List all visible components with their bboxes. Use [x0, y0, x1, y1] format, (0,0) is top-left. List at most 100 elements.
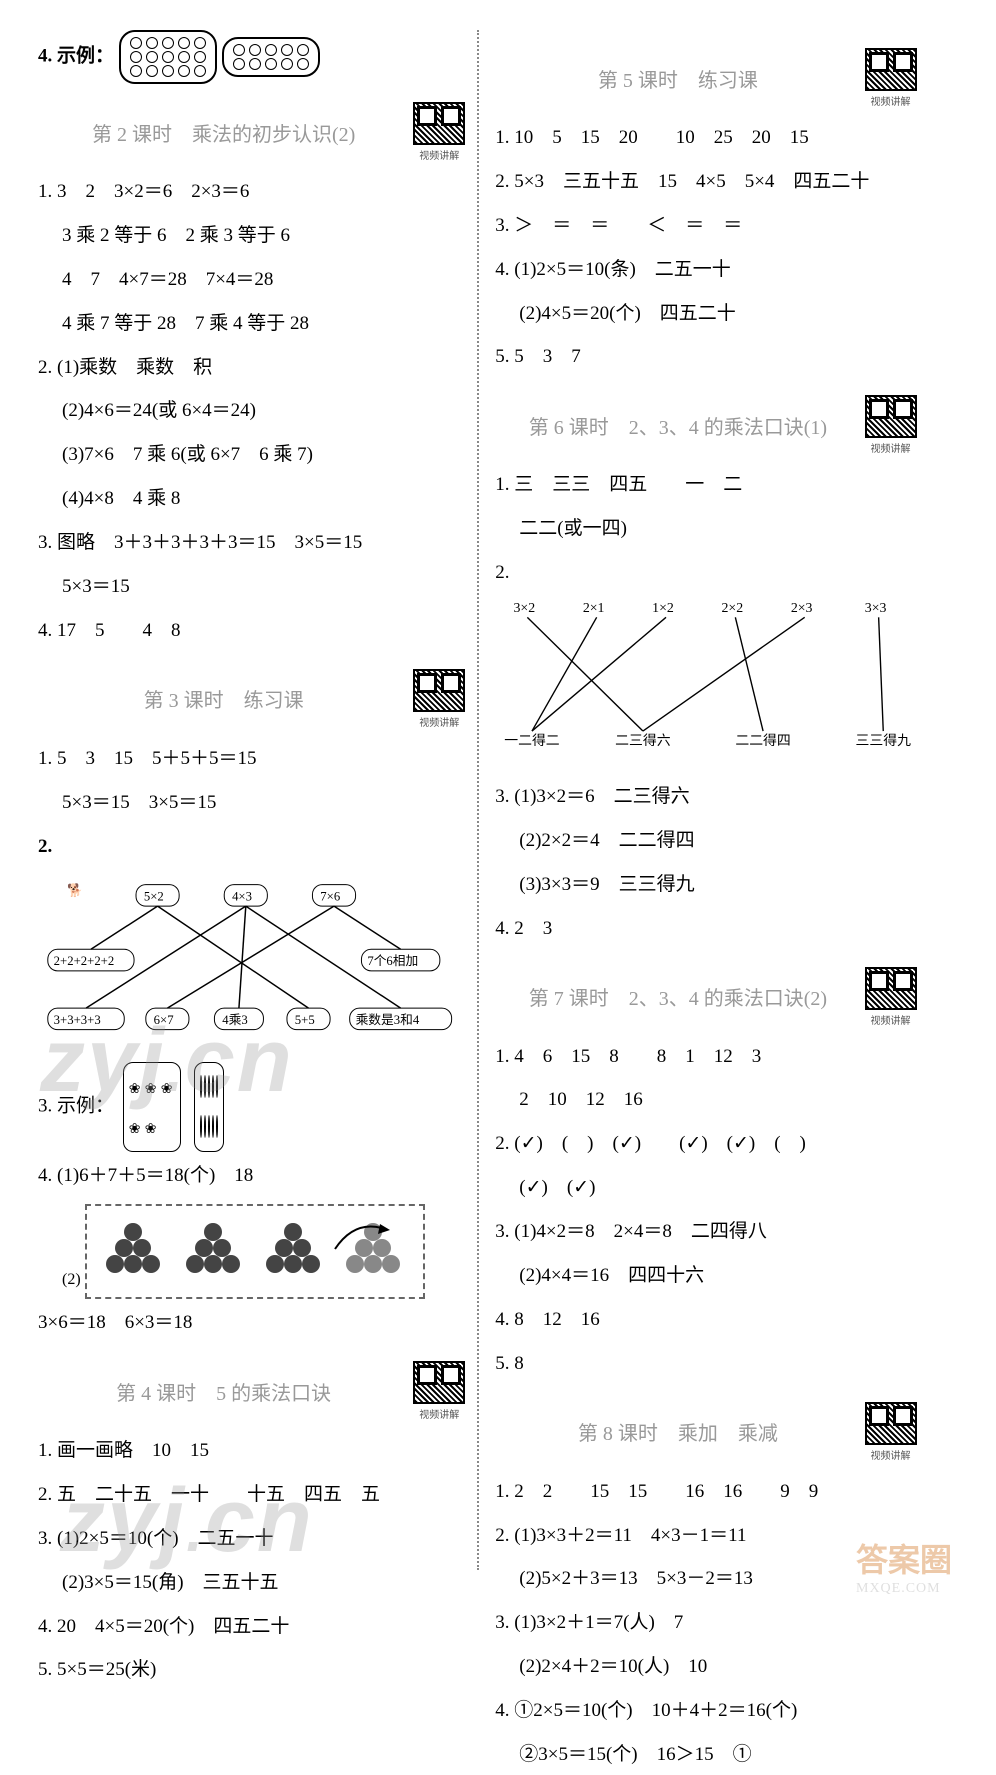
s2-header: 第 2 课时 乘法的初步认识(2) 视频讲解 — [38, 102, 469, 162]
s3-q4-l1: 4. (1)6＋7＋5＝18(个) 18 — [38, 1156, 469, 1196]
svg-text:乘数是3和4: 乘数是3和4 — [356, 1013, 420, 1027]
s7-q1-l1: 1. 4 6 15 8 8 1 12 3 — [495, 1037, 920, 1077]
q4-top: 4. 示例： — [38, 30, 469, 84]
s6-q2-label: 2. — [495, 562, 509, 583]
s7-header: 第 7 课时 2、3、4 的乘法口诀(2) 视频讲解 — [495, 967, 920, 1027]
left-column: 4. 示例： 第 2 课时 乘法的初步认识(2) 视频讲解 1. 3 2 3×2… — [30, 30, 479, 1570]
svg-text:2×3: 2×3 — [791, 600, 813, 615]
qr-icon: 视频讲解 — [861, 967, 921, 1027]
s3-q1-l2: 5×3＝15 3×5＝15 — [38, 783, 469, 823]
s4-q3-l2: (2)3×5＝15(角) 三五十五 — [38, 1563, 469, 1603]
svg-text:二二得四: 二二得四 — [736, 732, 791, 748]
s2-q2-l1: 2. (1)乘数 乘数 积 — [38, 348, 469, 388]
s2-q2-l4: (4)4×8 4 乘 8 — [38, 479, 469, 519]
s5-q3: 3. ＞ ＝ ＝ ＜ ＝ ＝ — [495, 206, 920, 246]
s3-q3-label: 3. 示例： — [38, 1096, 114, 1117]
q4-label: 4. 示例： — [38, 45, 114, 66]
s3-q2-label: 2. — [38, 836, 52, 857]
s4-q2: 2. 五 二十五 一十 十五 四五 五 — [38, 1475, 469, 1515]
s6-q3-l1: 3. (1)3×2＝6 二三得六 — [495, 777, 920, 817]
svg-text:2+2+2+2+2: 2+2+2+2+2 — [54, 954, 115, 968]
s3-q1-l1: 1. 5 3 15 5＋5＋5＝15 — [38, 739, 469, 779]
flower-group-1 — [123, 1062, 181, 1152]
svg-text:6×7: 6×7 — [154, 1013, 174, 1027]
s5-q4-l2: (2)4×5＝20(个) 四五二十 — [495, 294, 920, 334]
circle-group-2 — [222, 37, 320, 77]
qr-icon: 视频讲解 — [861, 395, 921, 455]
svg-text:5+5: 5+5 — [295, 1013, 315, 1027]
s2-q3-l2: 5×3＝15 — [38, 567, 469, 607]
s8-q4-l2: ②3×5＝15(个) 16＞15 ① — [495, 1735, 920, 1775]
svg-text:7×6: 7×6 — [320, 890, 340, 904]
svg-text:一二得二: 一二得二 — [505, 732, 561, 748]
s4-header: 第 4 课时 5 的乘法口诀 视频讲解 — [38, 1361, 469, 1421]
svg-text:1×2: 1×2 — [652, 600, 674, 615]
qr-icon: 视频讲解 — [409, 669, 469, 729]
s8-title: 第 8 课时 乘加 乘减 — [495, 1417, 860, 1446]
corner-watermark: 答案圈 MXQE.COM — [856, 1535, 976, 1585]
s7-q2-l2: (✓) (✓) — [495, 1168, 920, 1208]
s7-q3-l2: (2)4×4＝16 四四十六 — [495, 1256, 920, 1296]
s6-q3-l2: (2)2×2＝4 二二得四 — [495, 821, 920, 861]
s3-q3: 3. 示例： — [38, 1062, 469, 1152]
s6-q2: 2. — [495, 553, 920, 593]
s7-q1-l2: 2 10 12 16 — [495, 1080, 920, 1120]
svg-text:2×2: 2×2 — [722, 600, 744, 615]
s2-q3-l1: 3. 图略 3＋3＋3＋3＋3＝15 3×5＝15 — [38, 523, 469, 563]
s4-title: 第 4 课时 5 的乘法口诀 — [38, 1377, 409, 1406]
s5-header: 第 5 课时 练习课 视频讲解 — [495, 48, 920, 108]
s7-q2-l1: 2. (✓) ( ) (✓) (✓) (✓) ( ) — [495, 1124, 920, 1164]
s5-q1: 1. 10 5 15 20 10 25 20 15 — [495, 118, 920, 158]
s5-q4-l1: 4. (1)2×5＝10(条) 二五一十 — [495, 250, 920, 290]
s7-q4: 4. 8 12 16 — [495, 1300, 920, 1340]
svg-text:4×3: 4×3 — [232, 890, 252, 904]
s8-header: 第 8 课时 乘加 乘减 视频讲解 — [495, 1402, 920, 1462]
s6-q4: 4. 2 3 — [495, 909, 920, 949]
s6-q1-l1: 1. 三 三三 四五 一 二 — [495, 465, 920, 505]
s7-q3-l1: 3. (1)4×2＝8 2×4＝8 二四得八 — [495, 1212, 920, 1252]
svg-text:3×2: 3×2 — [514, 600, 536, 615]
flower-group-2 — [194, 1062, 224, 1152]
s8-q4-l1: 4. ①2×5＝10(个) 10＋4＋2＝16(个) — [495, 1691, 920, 1731]
fruit-diagram — [85, 1204, 425, 1299]
s4-q4: 4. 20 4×5＝20(个) 四五二十 — [38, 1607, 469, 1647]
s6-q1-l2: 二二(或一四) — [495, 509, 920, 549]
svg-text:3+3+3+3: 3+3+3+3 — [54, 1013, 101, 1027]
s6-title: 第 6 课时 2、3、4 的乘法口诀(1) — [495, 411, 860, 440]
s2-q1-l2: 3 乘 2 等于 6 2 乘 3 等于 6 — [38, 216, 469, 256]
svg-text:7个6相加: 7个6相加 — [367, 954, 418, 968]
s8-q3-l2: (2)2×4＋2＝10(人) 10 — [495, 1647, 920, 1687]
s2-q2-l3: (3)7×6 7 乘 6(或 6×7 6 乘 7) — [38, 435, 469, 475]
qr-icon: 视频讲解 — [861, 1402, 921, 1462]
svg-text:2×1: 2×1 — [583, 600, 605, 615]
s2-q1-l1: 1. 3 2 3×2＝6 2×3＝6 — [38, 172, 469, 212]
s4-q5: 5. 5×5＝25(米) — [38, 1650, 469, 1690]
s2-q1-l3: 4 7 4×7＝28 7×4＝28 — [38, 260, 469, 300]
svg-text:5×2: 5×2 — [144, 890, 164, 904]
cross-matching-diagram: 3×2 2×1 1×2 2×2 2×3 3×3 一二得二 二三得六 二二得四 三… — [495, 597, 920, 777]
qr-icon: 视频讲解 — [409, 102, 469, 162]
s6-header: 第 6 课时 2、3、4 的乘法口诀(1) 视频讲解 — [495, 395, 920, 455]
s3-q2: 2. — [38, 827, 469, 867]
qr-icon: 视频讲解 — [861, 48, 921, 108]
svg-text:🐕: 🐕 — [67, 883, 83, 898]
svg-text:二三得六: 二三得六 — [615, 732, 671, 748]
s7-title: 第 7 课时 2、3、4 的乘法口诀(2) — [495, 982, 860, 1011]
svg-text:4乘3: 4乘3 — [222, 1013, 247, 1027]
s2-q2-l2: (2)4×6＝24(或 6×4＝24) — [38, 391, 469, 431]
s8-q3-l1: 3. (1)3×2＋1＝7(人) 7 — [495, 1603, 920, 1643]
s3-q4-l2: (2) — [38, 1200, 469, 1303]
s4-q3-l1: 3. (1)2×5＝10(个) 二五一十 — [38, 1519, 469, 1559]
s6-q3-l3: (3)3×3＝9 三三得九 — [495, 865, 920, 905]
s4-q1: 1. 画一画略 10 15 — [38, 1431, 469, 1471]
s3-header: 第 3 课时 练习课 视频讲解 — [38, 669, 469, 729]
s2-title: 第 2 课时 乘法的初步认识(2) — [38, 118, 409, 147]
s3-q4-l3: 3×6＝18 6×3＝18 — [38, 1303, 469, 1343]
s5-q5: 5. 5 3 7 — [495, 337, 920, 377]
s3-title: 第 3 课时 练习课 — [38, 684, 409, 713]
qr-icon: 视频讲解 — [409, 1361, 469, 1421]
circle-group-1 — [119, 30, 217, 84]
s2-q1-l4: 4 乘 7 等于 28 7 乘 4 等于 28 — [38, 304, 469, 344]
s5-q2: 2. 5×3 三五十五 15 4×5 5×4 四五二十 — [495, 162, 920, 202]
s2-q4: 4. 17 5 4 8 — [38, 611, 469, 651]
